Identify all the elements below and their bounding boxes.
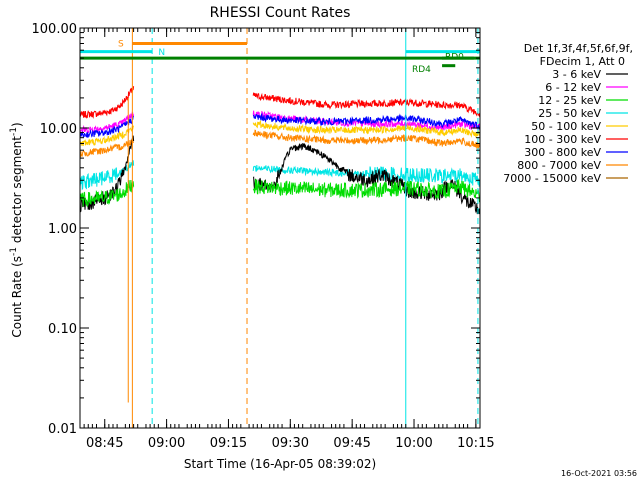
chart-title: RHESSI Count Rates [210, 5, 351, 21]
x-tick-label: 09:15 [210, 436, 247, 451]
flag-layer: S N RD0 RD4 [80, 39, 480, 75]
legend-label-25-50-kev: 25 - 50 keV [538, 107, 601, 120]
series-300-800-kev-segment-2 [252, 112, 481, 131]
series-12-25-kev-segment-2 [252, 179, 481, 203]
series-300-800-kev-segment-1 [79, 115, 135, 139]
axis-layer: 100.00 10.00 1.00 0.10 0.01 08:45 09:00 09:15 09… [32, 22, 495, 451]
series-50-100-kev-segment-1 [79, 125, 135, 147]
x-tick-label: 09:00 [148, 436, 185, 451]
y-axis-label-mid: detector segment [10, 136, 24, 247]
y-tick-label: 1.00 [48, 222, 77, 237]
legend-label-800-7000-kev: 800 - 7000 keV [517, 159, 601, 172]
legend-header-line-1: Det 1f,3f,4f,5f,6f,9f, [524, 42, 633, 55]
x-tick-label: 09:45 [333, 436, 370, 451]
y-tick-label: 10.00 [40, 122, 77, 137]
series-3-6-kev-segment-2 [252, 142, 481, 215]
legend-label-12-25-kev: 12 - 25 keV [538, 94, 601, 107]
flag-label-rd0: RD0 [445, 53, 464, 63]
series-25-50-kev-segment-1 [79, 160, 135, 191]
legend-label-7000-15000-kev: 7000 - 15000 keV [503, 172, 601, 185]
x-tick-label: 10:15 [457, 436, 494, 451]
generation-timestamp: 16-Oct-2021 03:56 [561, 469, 637, 478]
y-axis-label: Count Rate (s-1 detector segment-1) [9, 122, 24, 337]
series-layer [79, 86, 481, 215]
legend-label-3-6-kev: 3 - 6 keV [552, 68, 601, 81]
y-tick-label: 0.10 [48, 322, 77, 337]
series-800-7000-kev-segment-2 [252, 129, 481, 150]
y-tick-label: 100.00 [32, 22, 78, 37]
legend-label-300-800-kev: 300 - 800 keV [524, 146, 601, 159]
series-100-300-kev-segment-1 [79, 86, 135, 119]
y-axis-label-main: Count Rate (s [10, 256, 24, 338]
legend-label-50-100-kev: 50 - 100 keV [531, 120, 601, 133]
marker-layer [79, 28, 479, 428]
series-100-300-kev-segment-2 [252, 92, 481, 118]
series-6-12-kev-segment-1 [79, 111, 135, 135]
series-50-100-kev-segment-2 [252, 120, 481, 138]
y-axis-label-sup1: -1 [9, 247, 19, 256]
plot-frame [79, 27, 481, 429]
flag-label-n: N [158, 48, 165, 58]
y-axis-label-end: ) [10, 122, 24, 127]
legend: Det 1f,3f,4f,5f,6f,9f,FDecim 1, Att 03 -… [503, 42, 633, 185]
legend-label-6-12-kev: 6 - 12 keV [545, 81, 601, 94]
x-tick-label: 08:45 [86, 436, 123, 451]
series-12-25-kev-segment-1 [79, 180, 135, 207]
series-800-7000-kev-segment-1 [79, 139, 134, 158]
x-tick-label: 09:30 [272, 436, 309, 451]
y-tick-label: 0.01 [48, 422, 77, 437]
y-axis-label-sup2: -1 [9, 127, 19, 136]
flag-label-s: S [118, 39, 124, 49]
flag-label-rd4: RD4 [412, 65, 431, 75]
legend-label-100-300-kev: 100 - 300 keV [524, 133, 601, 146]
series-25-50-kev-segment-2 [252, 165, 481, 187]
legend-header-line-2: FDecim 1, Att 0 [540, 55, 625, 68]
x-tick-label: 10:00 [395, 436, 432, 451]
x-axis-label: Start Time (16-Apr-05 08:39:02) [184, 457, 376, 471]
